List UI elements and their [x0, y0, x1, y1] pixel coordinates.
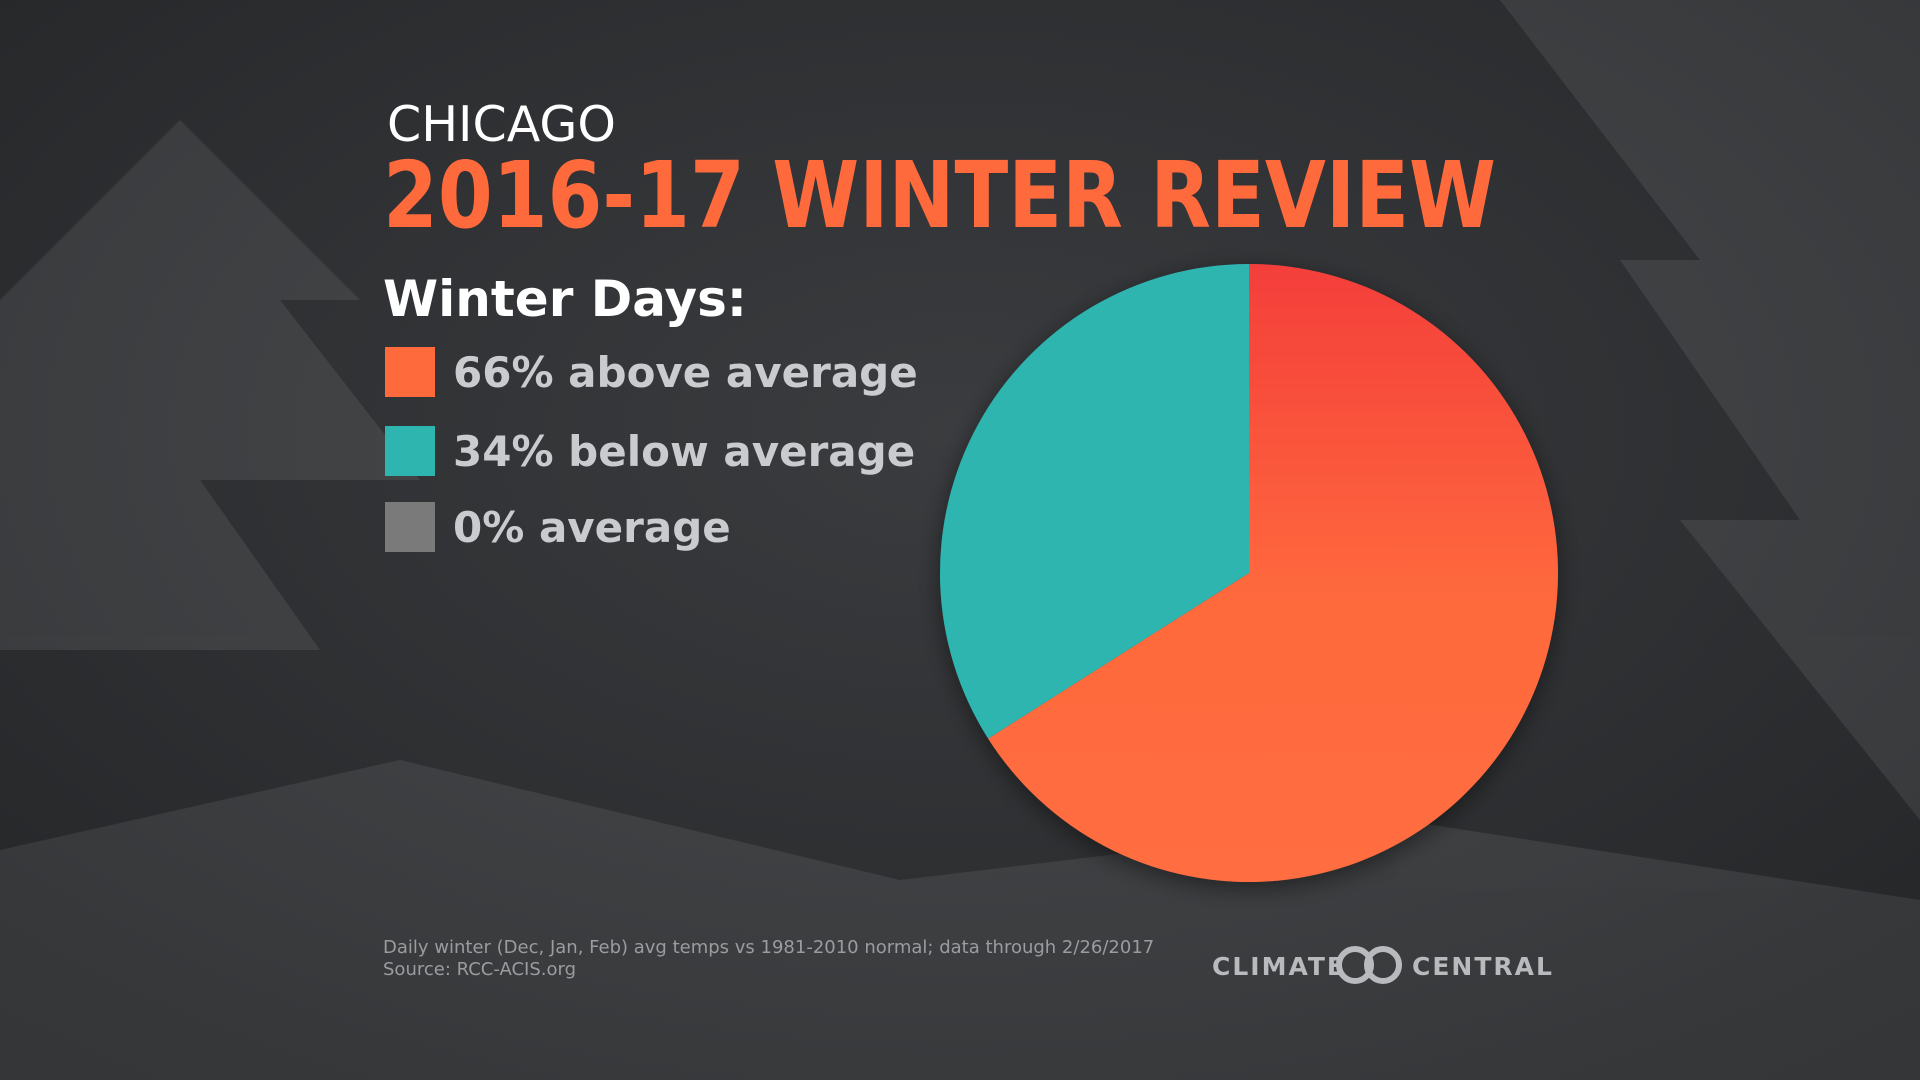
note: Daily winter (Dec, Jan, Feb) avg temps v…	[383, 937, 1154, 958]
legend-value: 34%	[453, 427, 554, 476]
legend-label: 66% above average	[453, 348, 918, 397]
legend-swatch	[385, 502, 435, 552]
chart-title: 2016-17 WINTER REVIEW	[383, 142, 1496, 249]
pretitle: CHICAGO	[387, 96, 616, 153]
legend-value: 0%	[453, 503, 524, 552]
pie-slice	[988, 264, 1558, 882]
legend-title: Winter Days:	[383, 270, 747, 328]
brand-logo: CLIMATE CENTRAL	[1212, 946, 1554, 984]
legend-swatch	[385, 347, 435, 397]
legend-swatch	[385, 426, 435, 476]
legend-value: 66%	[453, 348, 554, 397]
legend-category: below average	[568, 427, 915, 476]
brand-right: CENTRAL	[1412, 952, 1554, 981]
legend-category: above average	[568, 348, 918, 397]
legend: 66% above average 34% below average 0% ave…	[385, 347, 918, 552]
pie	[940, 264, 1558, 882]
brand-left: CLIMATE	[1212, 952, 1346, 981]
legend-label: 34% below average	[453, 427, 915, 476]
legend-label: 0% average	[453, 503, 731, 552]
logo-ring	[1364, 946, 1402, 984]
source: Source: RCC-ACIS.org	[383, 959, 576, 980]
legend-category: average	[539, 503, 731, 552]
pie-slice	[940, 264, 1249, 739]
logo-ring	[1336, 946, 1374, 984]
